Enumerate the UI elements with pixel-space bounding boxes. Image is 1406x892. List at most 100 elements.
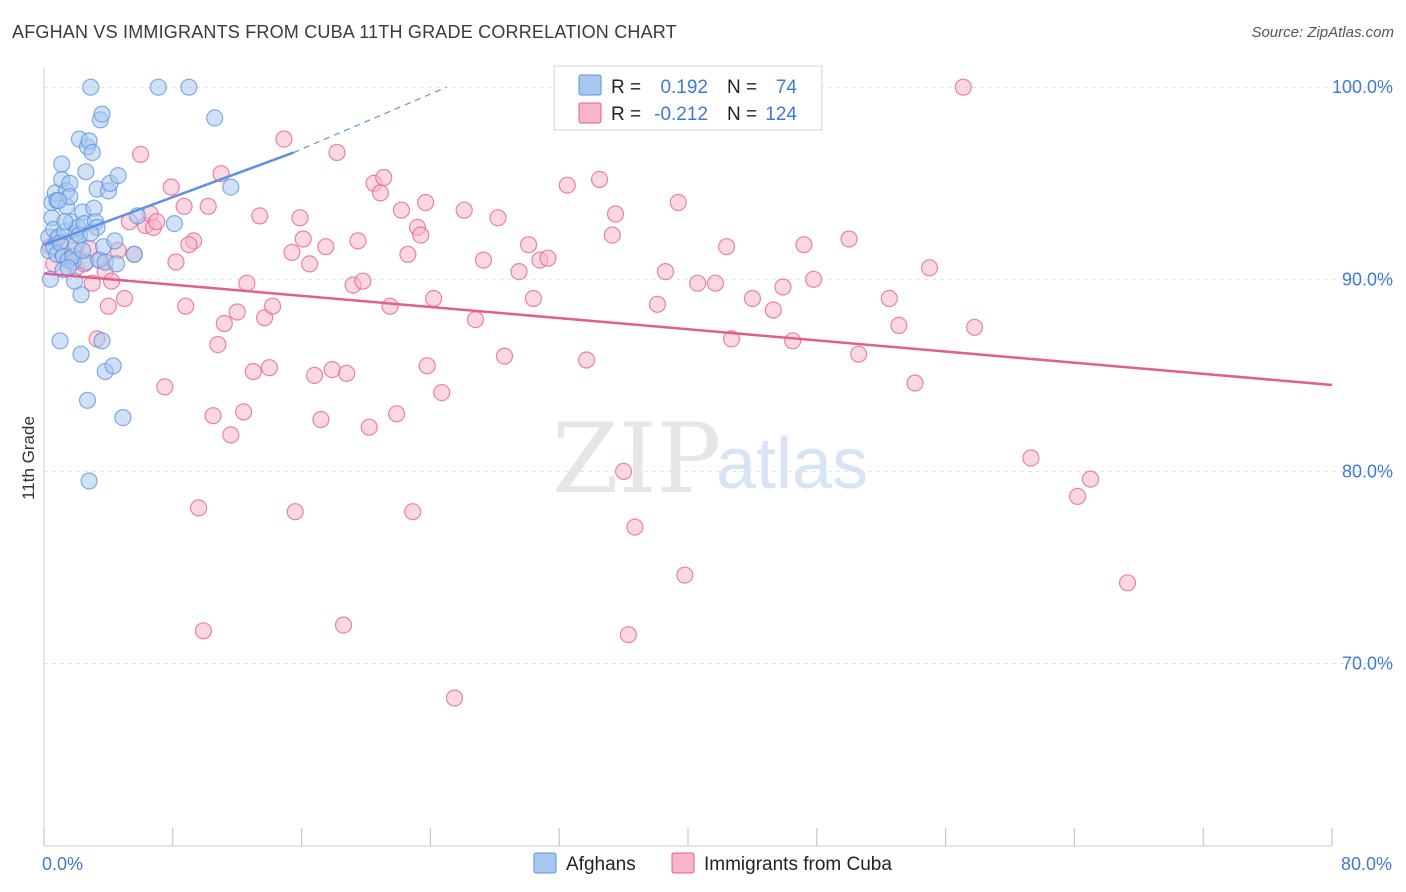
watermark-zip: ZIP <box>552 403 721 515</box>
source-label: Source: ZipAtlas.com <box>1251 24 1394 41</box>
point-cuba-34 <box>204 407 222 425</box>
legend-r-label-cuba: R = <box>611 104 641 125</box>
y-tick-label-1: 90.0% <box>1342 269 1393 289</box>
point-cuba-62 <box>354 272 372 290</box>
legend-r-value-afghans: 0.192 <box>660 77 708 98</box>
point-cuba-107 <box>774 278 792 296</box>
series-afghans-points <box>40 78 240 490</box>
point-cuba-98 <box>656 263 675 281</box>
point-cuba-38 <box>222 426 240 444</box>
point-afghans-58 <box>114 409 132 427</box>
point-cuba-116 <box>920 259 939 277</box>
point-cuba-67 <box>381 297 399 315</box>
x-ticks <box>43 828 1333 846</box>
point-cuba-48 <box>283 243 301 261</box>
point-cuba-26 <box>162 178 180 196</box>
point-afghans-40 <box>80 472 98 490</box>
point-cuba-56 <box>323 361 341 379</box>
point-cuba-74 <box>417 193 435 212</box>
trend-line-afghans <box>43 151 294 246</box>
point-cuba-94 <box>614 462 633 480</box>
point-cuba-20 <box>132 145 150 163</box>
point-afghans-71 <box>106 232 124 250</box>
point-cuba-102 <box>706 274 725 292</box>
point-cuba-121 <box>1081 470 1100 488</box>
point-afghans-59 <box>125 245 143 263</box>
point-afghans-41 <box>82 78 100 96</box>
point-cuba-55 <box>317 238 335 256</box>
point-cuba-92 <box>603 226 621 244</box>
point-cuba-53 <box>305 366 324 384</box>
legend-swatch-afghans <box>578 74 602 96</box>
point-cuba-78 <box>445 689 464 707</box>
point-cuba-47 <box>275 130 293 148</box>
point-cuba-106 <box>764 301 782 319</box>
point-cuba-14 <box>99 297 118 315</box>
point-cuba-82 <box>489 209 507 227</box>
point-cuba-114 <box>890 316 908 334</box>
point-cuba-68 <box>388 405 406 423</box>
point-cuba-93 <box>606 205 625 223</box>
point-cuba-57 <box>328 143 346 162</box>
point-cuba-84 <box>510 263 528 281</box>
point-cuba-83 <box>495 347 514 365</box>
x-tick-label-0: 0.0% <box>42 854 83 874</box>
point-cuba-103 <box>717 238 736 256</box>
point-cuba-33 <box>199 197 217 215</box>
point-cuba-24 <box>148 213 166 231</box>
y-tick-label-0: 100.0% <box>1332 77 1393 97</box>
x-tick-labels: 0.0% 80.0% <box>42 854 1392 874</box>
point-cuba-117 <box>954 78 972 96</box>
stats-legend: R = 0.192 N = 74 R = -0.212 N = 124 <box>553 65 823 131</box>
point-cuba-88 <box>539 249 557 267</box>
point-cuba-110 <box>804 270 823 288</box>
point-afghans-42 <box>83 143 101 162</box>
point-afghans-62 <box>165 215 183 233</box>
trend-line-cuba <box>43 272 1333 387</box>
point-cuba-77 <box>433 384 451 402</box>
point-cuba-99 <box>669 193 687 212</box>
y-tick-label-2: 80.0% <box>1342 461 1393 481</box>
point-cuba-115 <box>906 374 924 392</box>
point-afghans-66 <box>56 213 74 231</box>
legend-swatch-cuba <box>578 102 602 124</box>
point-afghans-14 <box>53 155 71 173</box>
point-afghans-67 <box>73 241 92 260</box>
point-cuba-29 <box>177 297 195 315</box>
point-cuba-61 <box>349 232 367 250</box>
point-cuba-45 <box>260 359 278 377</box>
point-cuba-25 <box>156 378 174 396</box>
point-cuba-91 <box>590 170 609 188</box>
point-cuba-17 <box>115 289 134 308</box>
legend-r-label-afghans: R = <box>611 77 641 98</box>
point-afghans-65 <box>222 178 240 196</box>
point-cuba-31 <box>190 499 208 517</box>
point-cuba-49 <box>286 503 304 521</box>
point-afghans-50 <box>93 332 111 350</box>
y-tick-label-3: 70.0% <box>1342 654 1393 674</box>
point-cuba-113 <box>880 289 898 308</box>
point-cuba-111 <box>840 230 858 248</box>
point-cuba-123 <box>180 236 198 254</box>
point-cuba-41 <box>238 274 256 292</box>
point-cuba-90 <box>577 351 596 369</box>
legend-n-value-cuba: 124 <box>765 104 797 125</box>
point-afghans-31 <box>72 345 90 363</box>
point-cuba-97 <box>648 295 667 313</box>
point-afghans-49 <box>93 105 111 123</box>
point-afghans-35 <box>77 163 95 181</box>
point-cuba-69 <box>392 201 410 219</box>
bottom-legend: Afghans Immigrants from Cuba <box>533 852 892 875</box>
point-cuba-85 <box>519 236 538 254</box>
point-cuba-79 <box>455 201 473 219</box>
point-cuba-118 <box>965 318 984 336</box>
point-afghans-72 <box>59 259 77 277</box>
point-cuba-76 <box>425 289 443 308</box>
point-cuba-65 <box>371 184 390 202</box>
point-cuba-75 <box>418 357 436 375</box>
point-cuba-101 <box>689 274 707 292</box>
point-cuba-112 <box>850 345 868 363</box>
point-cuba-27 <box>167 253 185 271</box>
point-cuba-122 <box>1118 574 1137 592</box>
